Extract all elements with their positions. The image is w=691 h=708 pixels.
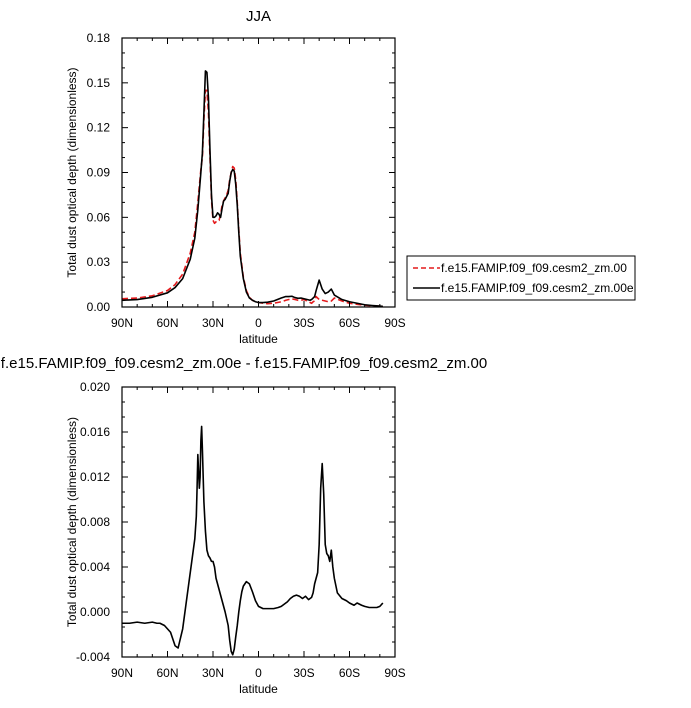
bottom-chart-x-axis-label: latitude: [239, 682, 278, 696]
series-line-0: [122, 89, 383, 307]
x-tick-label: 90S: [384, 316, 405, 330]
y-tick-label: 0.12: [87, 121, 111, 135]
y-tick-label: 0.00: [87, 300, 111, 314]
y-tick-label: 0.004: [80, 560, 110, 574]
y-tick-label: 0.012: [80, 470, 110, 484]
series-line-0: [122, 425, 384, 656]
plot-frame: [121, 386, 396, 658]
x-tick-label: 90N: [111, 316, 133, 330]
top-chart-panel: JJA latitude Total dust optical depth (d…: [65, 8, 406, 346]
y-tick-label: 0.15: [87, 76, 111, 90]
y-tick-label: 0.008: [80, 515, 110, 529]
bottom-chart-y-axis-label: Total dust optical depth (dimensionless): [65, 417, 79, 627]
y-tick-label: 0.06: [87, 210, 111, 224]
x-tick-label: 30S: [293, 316, 314, 330]
x-tick-label: 60S: [339, 316, 360, 330]
bottom-chart-title: f.e15.FAMIP.f09_f09.cesm2_zm.00e - f.e15…: [1, 355, 487, 372]
top-chart-y-axis-label: Total dust optical depth (dimensionless): [65, 67, 79, 277]
legend-entry-label: f.e15.FAMIP.f09_f09.cesm2_zm.00: [441, 261, 627, 275]
x-tick-label: 30S: [293, 666, 314, 680]
x-tick-label: 90N: [111, 666, 133, 680]
top-chart-x-axis-label: latitude: [239, 332, 278, 346]
x-tick-label: 30N: [202, 666, 224, 680]
x-tick-label: 30N: [202, 316, 224, 330]
y-tick-label: 0.020: [80, 380, 110, 394]
x-tick-label: 60N: [156, 666, 178, 680]
top-chart-title: JJA: [246, 8, 271, 25]
x-tick-label: 90S: [384, 666, 405, 680]
bottom-chart-panel: f.e15.FAMIP.f09_f09.cesm2_zm.00e - f.e15…: [1, 355, 487, 696]
y-tick-label: 0.016: [80, 425, 110, 439]
legend-entry-label: f.e15.FAMIP.f09_f09.cesm2_zm.00e: [441, 281, 634, 295]
y-tick-label: 0.000: [80, 605, 110, 619]
legend-box: [406, 255, 636, 301]
y-tick-label: 0.18: [87, 31, 111, 45]
y-tick-label: 0.03: [87, 255, 111, 269]
plot-frame: [121, 37, 396, 308]
top-chart-legend: f.e15.FAMIP.f09_f09.cesm2_zm.00 f.e15.FA…: [406, 255, 636, 301]
x-tick-label: 60N: [156, 316, 178, 330]
x-tick-label: 0: [255, 316, 262, 330]
x-tick-label: 0: [255, 666, 262, 680]
series-line-1: [122, 70, 383, 307]
y-tick-label: -0.004: [76, 650, 110, 664]
x-tick-label: 60S: [339, 666, 360, 680]
y-tick-label: 0.09: [87, 166, 111, 180]
